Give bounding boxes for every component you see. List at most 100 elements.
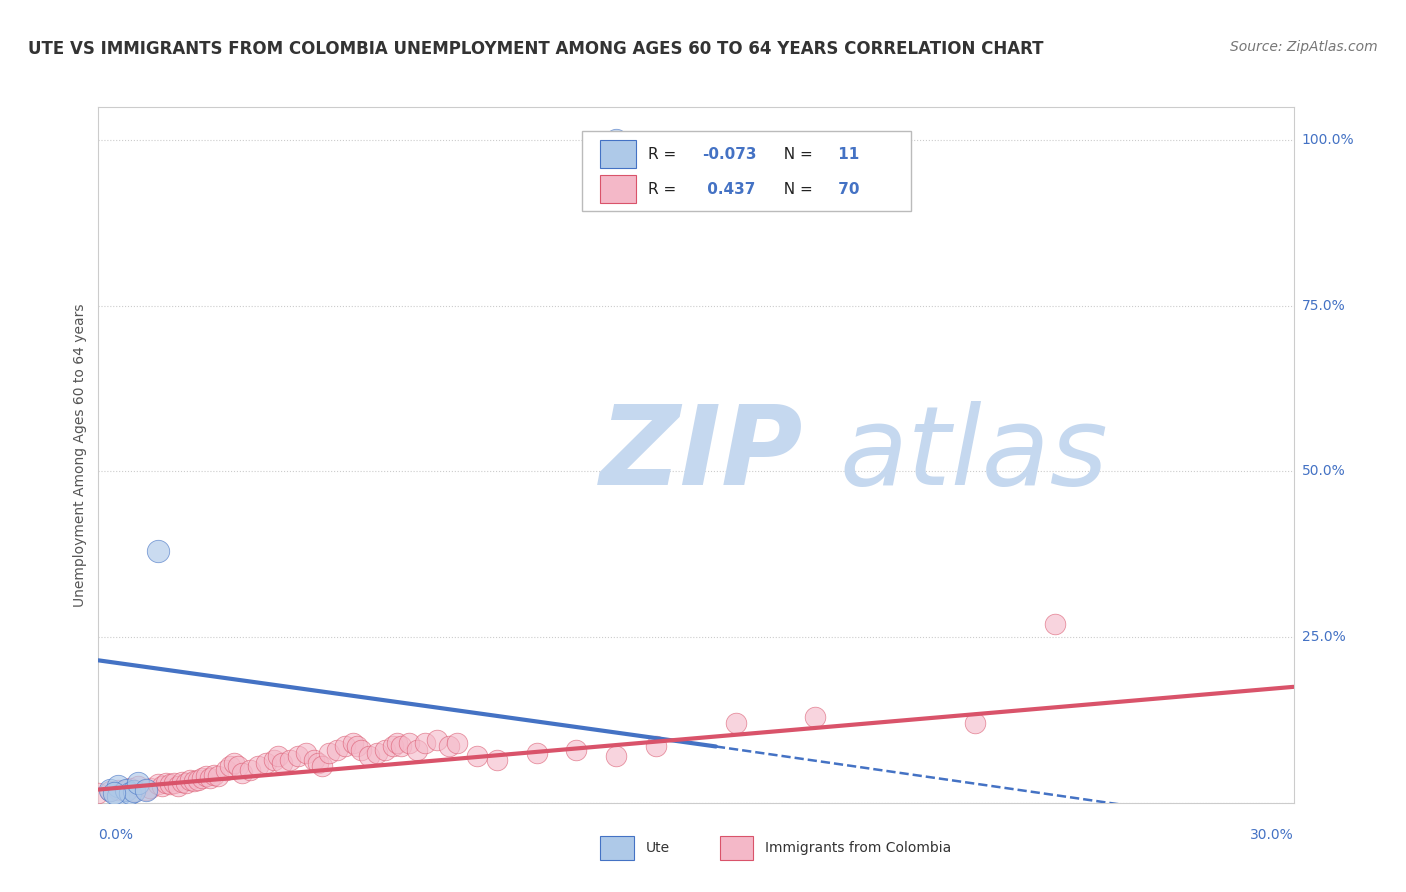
Point xyxy=(724,716,747,731)
Point xyxy=(398,736,420,750)
Point xyxy=(98,782,122,797)
Point xyxy=(645,739,668,754)
Text: N =: N = xyxy=(773,182,813,196)
Point xyxy=(155,776,177,790)
Text: UTE VS IMMIGRANTS FROM COLOMBIA UNEMPLOYMENT AMONG AGES 60 TO 64 YEARS CORRELATI: UTE VS IMMIGRANTS FROM COLOMBIA UNEMPLOY… xyxy=(28,40,1043,58)
Point xyxy=(382,739,405,754)
FancyBboxPatch shape xyxy=(600,175,636,203)
Point xyxy=(183,773,205,788)
Point xyxy=(335,739,357,754)
Point xyxy=(342,736,364,750)
Point xyxy=(98,784,122,798)
Text: Ute: Ute xyxy=(645,841,669,855)
Point xyxy=(605,133,627,147)
Point xyxy=(267,749,290,764)
Point xyxy=(270,756,292,770)
Point xyxy=(103,786,125,800)
Point xyxy=(120,786,142,800)
Text: Immigrants from Colombia: Immigrants from Colombia xyxy=(765,841,952,855)
Point xyxy=(107,789,129,804)
Point xyxy=(406,743,429,757)
Point xyxy=(246,759,269,773)
Point xyxy=(359,749,381,764)
Text: 0.437: 0.437 xyxy=(702,182,755,196)
Text: Source: ZipAtlas.com: Source: ZipAtlas.com xyxy=(1230,40,1378,54)
Point xyxy=(605,749,627,764)
Text: N =: N = xyxy=(773,147,813,161)
Point xyxy=(254,756,277,770)
Point xyxy=(135,782,157,797)
Point xyxy=(350,743,373,757)
Point xyxy=(172,774,194,789)
Point xyxy=(526,746,548,760)
Text: 100.0%: 100.0% xyxy=(1302,133,1354,147)
FancyBboxPatch shape xyxy=(600,836,634,860)
Point xyxy=(135,782,157,797)
Text: 11: 11 xyxy=(834,147,859,161)
Point xyxy=(115,782,138,797)
Point xyxy=(167,779,190,793)
Point xyxy=(215,763,238,777)
Point xyxy=(963,716,986,731)
Text: 70: 70 xyxy=(834,182,860,196)
Point xyxy=(426,732,449,747)
Point xyxy=(174,776,197,790)
Point xyxy=(219,759,242,773)
Text: R =: R = xyxy=(648,182,682,196)
Point xyxy=(307,756,329,770)
Text: 75.0%: 75.0% xyxy=(1302,299,1346,313)
Y-axis label: Unemployment Among Ages 60 to 64 years: Unemployment Among Ages 60 to 64 years xyxy=(73,303,87,607)
Point xyxy=(1043,616,1066,631)
Point xyxy=(191,771,214,785)
Point xyxy=(311,759,333,773)
Point xyxy=(263,753,285,767)
Point xyxy=(187,772,209,787)
Point xyxy=(465,749,488,764)
Point xyxy=(195,769,218,783)
Point xyxy=(437,739,460,754)
Text: 0.0%: 0.0% xyxy=(98,828,134,842)
Point xyxy=(148,777,170,791)
Point xyxy=(120,781,142,796)
Point xyxy=(446,736,468,750)
Point xyxy=(374,743,396,757)
Point xyxy=(294,746,316,760)
Point xyxy=(207,769,229,783)
Point xyxy=(163,776,186,790)
FancyBboxPatch shape xyxy=(582,131,911,211)
Point xyxy=(202,768,225,782)
Text: ZIP: ZIP xyxy=(600,401,804,508)
FancyBboxPatch shape xyxy=(600,140,636,169)
Point xyxy=(366,746,388,760)
Text: 30.0%: 30.0% xyxy=(1250,828,1294,842)
Point xyxy=(318,746,340,760)
Point xyxy=(107,782,129,797)
Point xyxy=(222,756,245,770)
Text: -0.073: -0.073 xyxy=(702,147,756,161)
Point xyxy=(287,749,309,764)
Point xyxy=(389,739,412,754)
Point xyxy=(385,736,409,750)
Point xyxy=(127,776,149,790)
Text: atlas: atlas xyxy=(839,401,1108,508)
Point xyxy=(346,739,368,754)
Point xyxy=(231,766,253,780)
Point xyxy=(326,743,349,757)
Point xyxy=(124,784,146,798)
Point xyxy=(87,786,110,800)
Point xyxy=(139,781,162,796)
Point xyxy=(804,709,827,723)
Point xyxy=(198,771,221,785)
Point xyxy=(485,753,508,767)
Point xyxy=(159,777,181,791)
Point xyxy=(226,759,249,773)
Point xyxy=(179,772,201,787)
Point xyxy=(127,779,149,793)
Text: R =: R = xyxy=(648,147,682,161)
Point xyxy=(239,763,262,777)
Point xyxy=(278,753,301,767)
Point xyxy=(413,736,436,750)
Text: 50.0%: 50.0% xyxy=(1302,465,1346,478)
Point xyxy=(148,544,170,558)
Text: 25.0%: 25.0% xyxy=(1302,630,1346,644)
